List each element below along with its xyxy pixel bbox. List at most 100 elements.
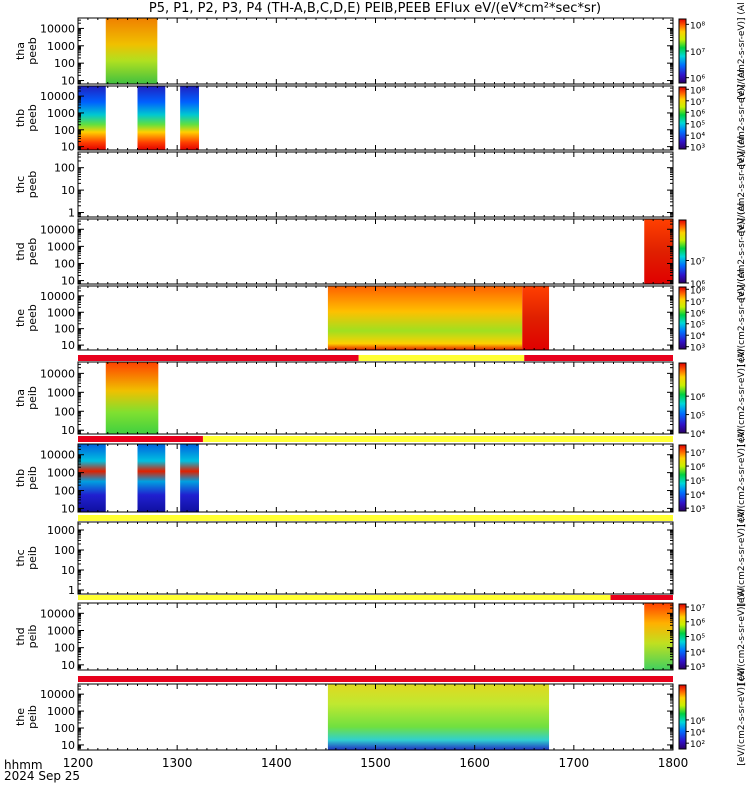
colorbar-label: [eV/(cm2-s-sr-eV)] (Al	[737, 136, 747, 233]
y-tick-label: 10000	[40, 367, 75, 380]
colorbar-tick-label: 10⁷	[690, 98, 705, 108]
y-tick-label: 10	[61, 184, 75, 197]
panel-label-probe: thc	[14, 176, 27, 193]
panel-label-product: peib	[26, 625, 39, 649]
colorbar-label: [eV/(cm2-s-sr-eV)] (Al	[737, 349, 747, 446]
quality-flag-bar	[78, 355, 359, 361]
colorbar-tick-label: 10⁵	[690, 634, 705, 644]
colorbar-label: [eV/(cm2-s-sr-eV)] (Al	[737, 509, 747, 606]
panel-label-product: peeb	[26, 304, 39, 332]
y-tick-label: 100	[54, 544, 75, 557]
colorbar-tick-label: 10³	[690, 144, 705, 154]
panel-frame	[77, 218, 674, 285]
spectrogram-block	[137, 86, 166, 150]
colorbar-label: [eV/(cm2-s-sr-eV)] (Al	[737, 203, 747, 300]
colorbar-tick-label: 10⁷	[690, 258, 705, 268]
y-tick-label: 10	[61, 424, 75, 437]
colorbar-tick-label: 10⁴	[690, 332, 705, 342]
y-tick-label: 10	[61, 739, 75, 752]
colorbar-tick-label: 10⁵	[690, 121, 705, 131]
colorbar	[678, 444, 687, 512]
quality-flag-bar	[78, 676, 673, 682]
colorbar-tick-label: 10⁶	[690, 619, 705, 629]
panel-label-product: peib	[26, 705, 39, 729]
y-tick-label: 10	[61, 275, 75, 288]
colorbar-tick-label: 10⁴	[690, 491, 705, 501]
colorbar	[678, 362, 687, 434]
y-tick-label: 100	[54, 57, 75, 70]
quality-flag-bar	[610, 595, 673, 600]
colorbar-tick-label: 10⁶	[690, 393, 705, 403]
quality-flag-bar	[524, 355, 673, 361]
y-tick-label: 10	[61, 564, 75, 577]
y-tick-label: 1000	[47, 524, 75, 537]
panel-frame	[77, 521, 674, 595]
spectrogram-block	[105, 362, 159, 434]
y-tick-label: 10	[61, 141, 75, 154]
y-tick-label: 100	[54, 722, 75, 735]
colorbar	[678, 18, 687, 84]
colorbar-label: [eV/(cm2-s-sr-eV)] (Al	[737, 2, 747, 99]
colorbar-tick-label: 10²	[690, 740, 705, 750]
spectrogram-block	[105, 18, 158, 84]
y-tick-label: 100	[54, 162, 75, 175]
y-tick-label: 10000	[40, 607, 75, 620]
panel-frame	[77, 151, 674, 218]
y-tick-label: 100	[54, 642, 75, 655]
y-tick-label: 100	[54, 124, 75, 137]
y-tick-label: 10000	[40, 449, 75, 462]
panel-label-product: peeb	[26, 37, 39, 65]
y-tick-label: 100	[54, 405, 75, 418]
panel-frame	[77, 602, 674, 671]
spectrogram-block	[644, 219, 673, 284]
colorbar-label: [eV/(cm2-s-sr-eV)] (Al	[737, 269, 747, 366]
y-tick-label: 100	[54, 485, 75, 498]
x-tick-label: 1500	[360, 756, 391, 770]
y-tick-label: 1	[68, 584, 75, 597]
colorbar-label: [eV/(cm2-s-sr-eV)] (Al	[737, 69, 747, 166]
spectrogram-block	[180, 444, 199, 512]
x-tick-label: 1200	[63, 756, 94, 770]
colorbar	[678, 603, 687, 670]
colorbar-tick-label: 10⁶	[690, 309, 705, 319]
y-tick-label: 10000	[40, 688, 75, 701]
colorbar-tick-label: 10³	[690, 344, 705, 354]
colorbar	[678, 219, 687, 284]
y-tick-label: 10000	[40, 22, 75, 35]
y-tick-label: 10000	[40, 223, 75, 236]
colorbar-tick-label: 10⁵	[690, 321, 705, 331]
colorbar	[678, 86, 687, 150]
spectrogram-block	[78, 444, 106, 512]
colorbar-tick-label: 10⁴	[690, 729, 705, 739]
colorbar-tick-label: 10⁴	[690, 132, 705, 142]
y-tick-label: 1000	[47, 624, 75, 637]
panel-label-product: peeb	[26, 171, 39, 199]
quality-flag-bar	[358, 355, 525, 361]
x-tick-label: 1400	[261, 756, 292, 770]
panel-label-probe: thc	[14, 549, 27, 566]
spectrogram-block	[78, 86, 106, 150]
y-tick-label: 10000	[40, 90, 75, 103]
y-tick-label: 1000	[47, 386, 75, 399]
colorbar-tick-label: 10⁶	[690, 280, 705, 290]
colorbar	[678, 286, 687, 350]
y-tick-label: 10	[61, 659, 75, 672]
colorbar-tick-label: 10⁷	[690, 48, 705, 58]
y-tick-label: 100	[54, 257, 75, 270]
panel-label-product: peeb	[26, 104, 39, 132]
y-tick-label: 1	[68, 207, 75, 220]
spectrogram-block	[327, 286, 523, 350]
colorbar-tick-label: 10⁶	[690, 75, 705, 85]
colorbar-tick-label: 10⁵	[690, 477, 705, 487]
spectrogram-block	[180, 86, 199, 150]
colorbar-tick-label: 10³	[690, 663, 705, 673]
spectrogram-block	[644, 603, 673, 670]
panel-label-probe: tha	[14, 389, 27, 407]
x-tick-label: 1800	[658, 756, 689, 770]
panel-frame	[77, 443, 674, 513]
y-tick-label: 1000	[47, 705, 75, 718]
colorbar-tick-label: 10⁸	[690, 86, 705, 96]
panel-label-probe: tha	[14, 42, 27, 60]
panel-label-product: peeb	[26, 238, 39, 266]
colorbar-tick-label: 10⁶	[690, 717, 705, 727]
